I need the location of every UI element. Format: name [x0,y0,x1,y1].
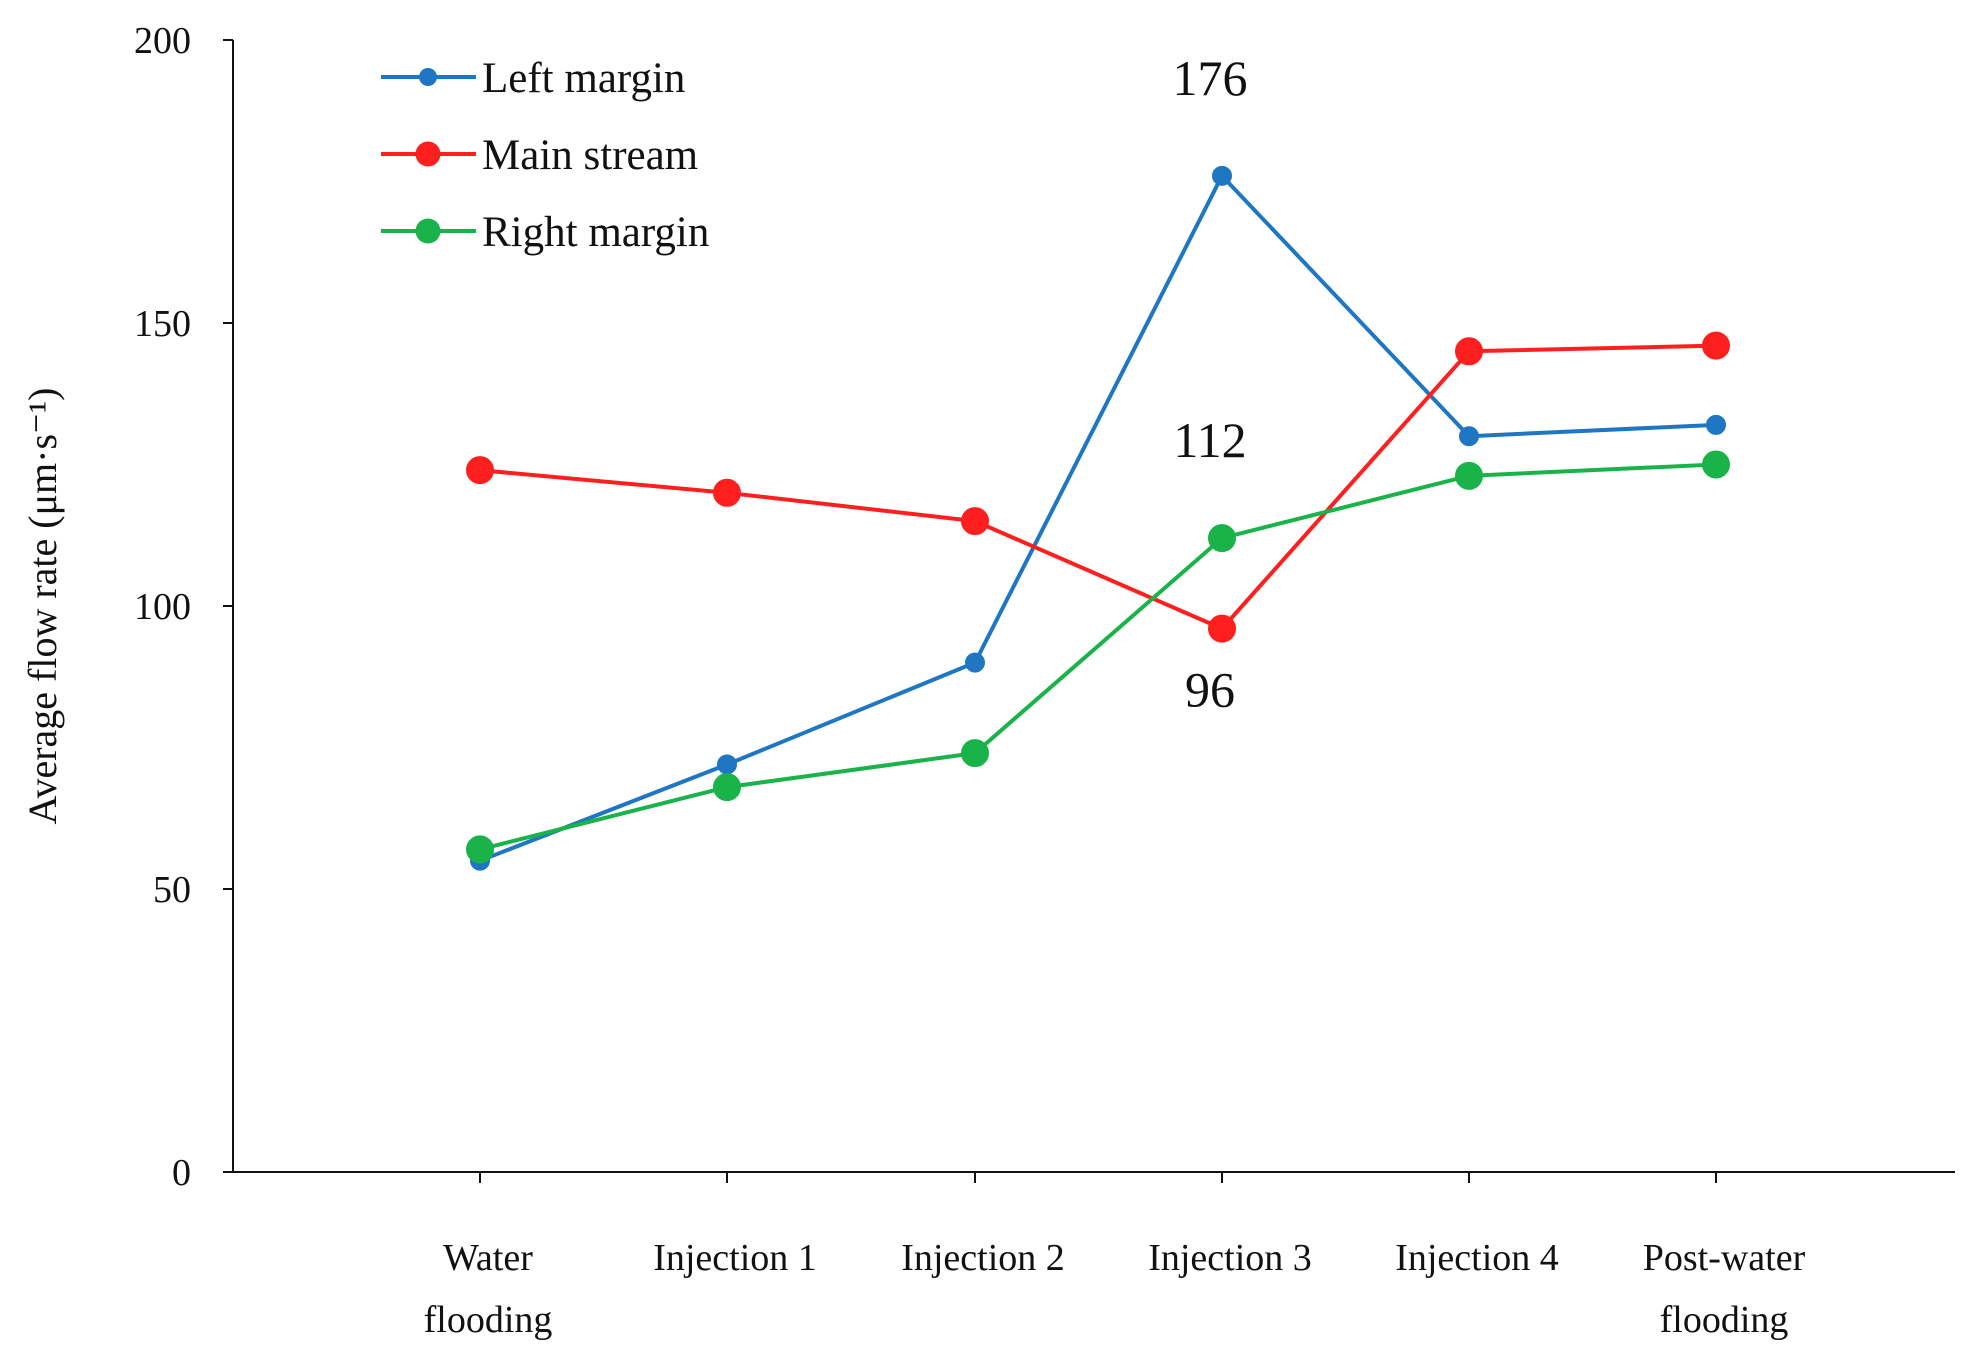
x-tick-label-line-4-0: Injection 4 [1395,1237,1559,1279]
x-tick-label-0: Water flooding [424,1237,553,1341]
series-line-right-margin [478,462,1718,852]
data-point-main-stream-4 [1455,337,1483,366]
legend-marker-left-margin [419,68,437,86]
legend-marker-main-stream [415,141,441,167]
data-point-main-stream-1 [713,478,741,507]
annotation-2: 96 [1185,662,1235,718]
x-tick-label-4: Injection 4 [1395,1237,1559,1279]
x-tick-label-line-5-0: Post-water [1643,1237,1806,1279]
legend: Left margin Main stream Right margin [381,55,709,256]
legend-label-main-stream: Main stream [482,132,698,179]
x-tick-label-line-1-0: Injection 1 [653,1237,817,1279]
data-point-main-stream-5 [1702,331,1730,360]
legend-marker-right-margin [415,218,441,244]
series-line-main-stream [478,343,1718,631]
data-point-left-margin-5 [1706,414,1726,435]
data-point-main-stream-3 [1208,614,1236,643]
x-tick-label-line-0-1: flooding [424,1299,553,1341]
y-axis-title: Average flow rate (μm·s⁻¹) [20,388,65,825]
legend-item-main-stream: Main stream [381,132,698,179]
annotation-1: 112 [1173,412,1246,468]
y-tick-label-0: 0 [172,1152,191,1194]
x-tick-label-line-5-1: flooding [1660,1299,1789,1341]
y-tick-label-2: 100 [134,586,191,628]
data-point-left-margin-4 [1459,426,1479,447]
data-point-right-margin-2 [961,739,989,768]
axis-layer: 0 50 100 150 200 Water flooding Injection 1 Inje… [20,20,1955,1341]
y-tick-label-1: 50 [153,869,191,911]
series-line-left-margin [478,173,1718,863]
legend-label-right-margin: Right margin [482,209,709,256]
x-tick-label-line-2-0: Injection 2 [901,1237,1065,1279]
annotation-layer: 176 112 96 [1173,50,1248,718]
x-tick-label-line-3-0: Injection 3 [1148,1237,1312,1279]
y-tick-label-4: 200 [134,20,191,62]
data-point-main-stream-0 [466,456,494,485]
series-layer [466,165,1730,871]
data-point-left-margin-3 [1212,165,1232,186]
data-point-right-margin-0 [466,835,494,864]
annotation-0: 176 [1173,50,1248,106]
data-point-left-margin-2 [965,652,985,673]
data-point-left-margin-1 [717,754,737,775]
data-point-right-margin-1 [713,773,741,802]
x-tick-label-5: Post-water flooding [1643,1237,1806,1341]
data-point-right-margin-4 [1455,461,1483,490]
legend-item-right-margin: Right margin [381,209,709,256]
y-tick-label-3: 150 [134,303,191,345]
x-tick-label-line-0-0: Water [443,1237,533,1279]
x-tick-label-3: Injection 3 [1148,1237,1312,1279]
x-tick-label-1: Injection 1 [653,1237,817,1279]
data-point-right-margin-5 [1702,450,1730,479]
data-point-main-stream-2 [961,507,989,536]
legend-item-left-margin: Left margin [381,55,685,102]
legend-label-left-margin: Left margin [482,55,685,102]
data-point-right-margin-3 [1208,524,1236,553]
x-tick-label-2: Injection 2 [901,1237,1065,1279]
